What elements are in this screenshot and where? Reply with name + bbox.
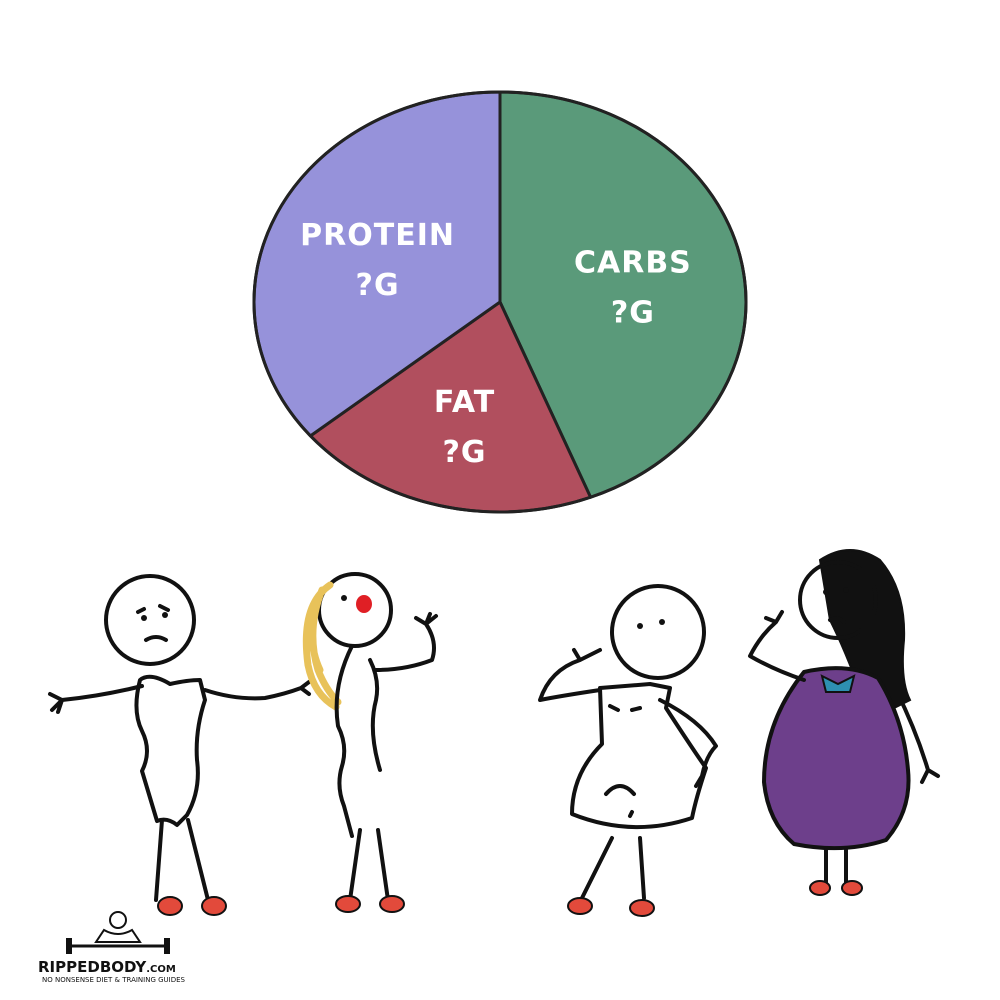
pie-amount-carbs: ?G [611, 295, 655, 330]
pie-outline [252, 90, 748, 514]
macro-pie-chart: CARBS ?G FAT ?G PROTEIN ?G [252, 90, 748, 514]
svg-text:RIPPEDBODY.COM: RIPPEDBODY.COM [38, 958, 176, 976]
pie-amount-fat: ?G [443, 435, 487, 470]
bodybuilder-icon [66, 911, 170, 954]
stick-figure-chubby-man [538, 584, 718, 917]
logo-tagline: NO NONSENSE DIET & TRAINING GUIDES [42, 976, 186, 984]
rippedbody-logo: RIPPEDBODY.COM NO NONSENSE DIET & TRAINI… [38, 911, 186, 984]
stick-figure-woman-purple-dress [748, 549, 940, 896]
stick-figure-thin-man [48, 574, 311, 916]
logo-brand: RIPPEDBODY [38, 958, 147, 976]
pie-label-fat: FAT [434, 385, 495, 420]
stick-figure-blonde-woman [302, 572, 438, 913]
pie-label-carbs: CARBS [574, 245, 692, 280]
logo-suffix: .COM [146, 964, 176, 975]
pie-amount-protein: ?G [356, 268, 400, 303]
pie-label-protein: PROTEIN [300, 218, 455, 253]
